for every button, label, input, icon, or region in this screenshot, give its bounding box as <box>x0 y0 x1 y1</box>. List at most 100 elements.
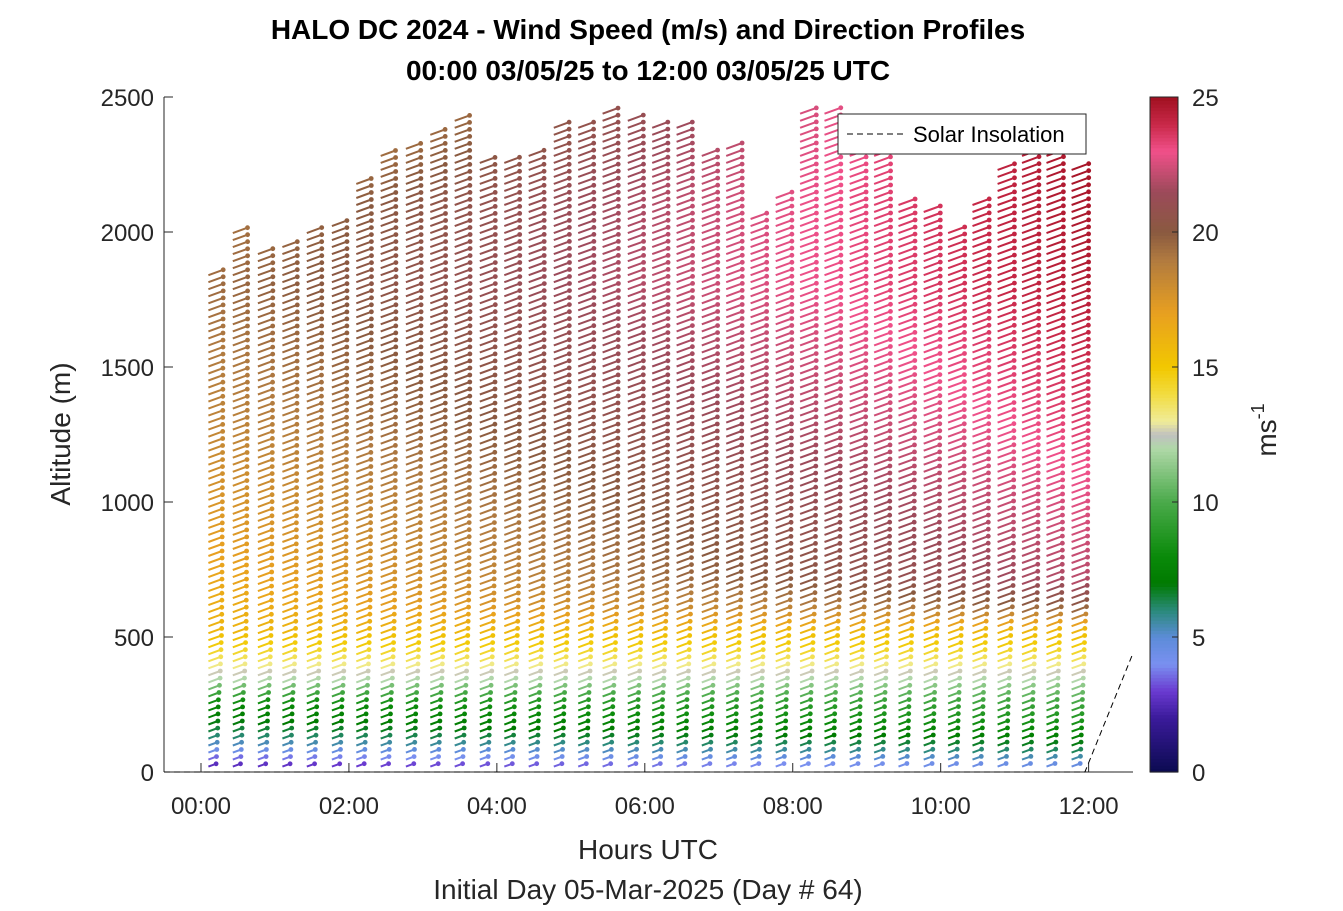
wind-barb <box>306 555 324 564</box>
wind-barb <box>380 647 396 656</box>
wind-barb <box>947 259 968 270</box>
wind-barb <box>429 316 448 326</box>
wind-barb <box>380 190 399 199</box>
wind-barb <box>454 309 473 319</box>
wind-barb <box>775 512 794 522</box>
wind-barb <box>528 725 541 733</box>
wind-barb <box>775 295 795 305</box>
colorbar-segment <box>1150 232 1178 236</box>
wind-barb <box>331 569 349 579</box>
wind-barb <box>479 618 496 628</box>
wind-barb <box>725 682 740 691</box>
wind-barb <box>1021 372 1041 382</box>
wind-barb <box>429 372 448 382</box>
wind-barb <box>997 477 1017 487</box>
wind-barb <box>1021 498 1041 508</box>
wind-barb <box>479 697 493 705</box>
wind-barb <box>553 513 571 522</box>
wind-barb <box>972 583 991 593</box>
wind-barb <box>997 456 1017 466</box>
wind-barb <box>725 428 745 438</box>
wind-barb <box>676 682 691 691</box>
wind-barb <box>528 704 542 712</box>
wind-barb <box>676 463 695 473</box>
wind-barb <box>208 697 221 705</box>
wind-barb <box>503 590 521 600</box>
wind-barb <box>282 725 295 733</box>
wind-barb <box>503 697 517 705</box>
wind-barb <box>725 435 745 445</box>
wind-barb <box>701 470 720 480</box>
wind-barb <box>750 611 767 621</box>
wind-barb <box>997 322 1017 333</box>
wind-barb <box>750 675 765 684</box>
colorbar-segment <box>1150 596 1178 601</box>
wind-barb <box>1071 161 1092 171</box>
wind-barb <box>923 358 943 368</box>
wind-barb <box>1046 259 1066 270</box>
colorbar-segment <box>1150 228 1178 233</box>
wind-barb <box>1021 175 1042 185</box>
wind-barb <box>627 513 646 522</box>
wind-barb <box>528 358 547 368</box>
wind-barb <box>232 253 251 263</box>
wind-barb <box>257 464 275 473</box>
wind-barb <box>208 408 226 417</box>
wind-barb <box>577 281 597 291</box>
wind-barb <box>577 260 597 270</box>
wind-barb <box>479 485 497 494</box>
wind-barb <box>454 633 471 642</box>
wind-barb <box>405 569 423 579</box>
wind-barb <box>972 569 991 579</box>
wind-barb <box>232 407 250 417</box>
wind-barb <box>282 400 300 410</box>
wind-barb <box>651 668 667 677</box>
wind-barb <box>849 761 861 768</box>
colorbar-segment <box>1150 225 1178 230</box>
wind-barb <box>405 211 424 220</box>
wind-barb <box>405 597 423 607</box>
wind-barb <box>997 633 1014 642</box>
wind-barb <box>972 386 992 396</box>
wind-barb <box>676 358 695 368</box>
wind-barb <box>1021 633 1038 642</box>
wind-barb <box>1046 661 1061 670</box>
wind-barb <box>602 754 614 761</box>
wind-barb <box>997 379 1017 389</box>
wind-barb <box>799 252 819 263</box>
wind-barb <box>405 492 423 501</box>
wind-barb <box>577 154 597 164</box>
wind-barb <box>898 386 918 396</box>
wind-barb <box>627 647 643 656</box>
wind-barb <box>306 597 323 607</box>
wind-barb <box>257 358 275 368</box>
wind-barb <box>553 597 571 607</box>
wind-barb <box>799 661 815 670</box>
wind-barb <box>331 443 349 452</box>
wind-barb <box>380 337 399 347</box>
wind-barb <box>1046 526 1065 536</box>
wind-profile-1 <box>232 225 251 768</box>
colorbar-segment <box>1150 579 1178 584</box>
wind-barb <box>208 640 224 649</box>
wind-barb <box>923 626 940 635</box>
wind-barb <box>577 316 597 326</box>
wind-barb <box>799 287 819 298</box>
wind-barb <box>651 604 669 614</box>
wind-barb <box>528 386 547 396</box>
wind-barb <box>873 647 890 656</box>
wind-barb <box>898 421 917 431</box>
wind-barb <box>799 491 819 501</box>
wind-barb <box>627 697 641 705</box>
wind-barb <box>602 725 615 733</box>
wind-barb <box>849 337 869 347</box>
wind-barb <box>1021 547 1041 557</box>
wind-barb <box>725 365 745 375</box>
wind-barb <box>306 372 324 382</box>
wind-barb <box>405 414 424 424</box>
wind-barb <box>997 626 1014 635</box>
wind-barb <box>602 309 621 319</box>
wind-barb <box>627 217 646 228</box>
wind-barb <box>651 754 664 761</box>
wind-barb <box>972 435 992 445</box>
